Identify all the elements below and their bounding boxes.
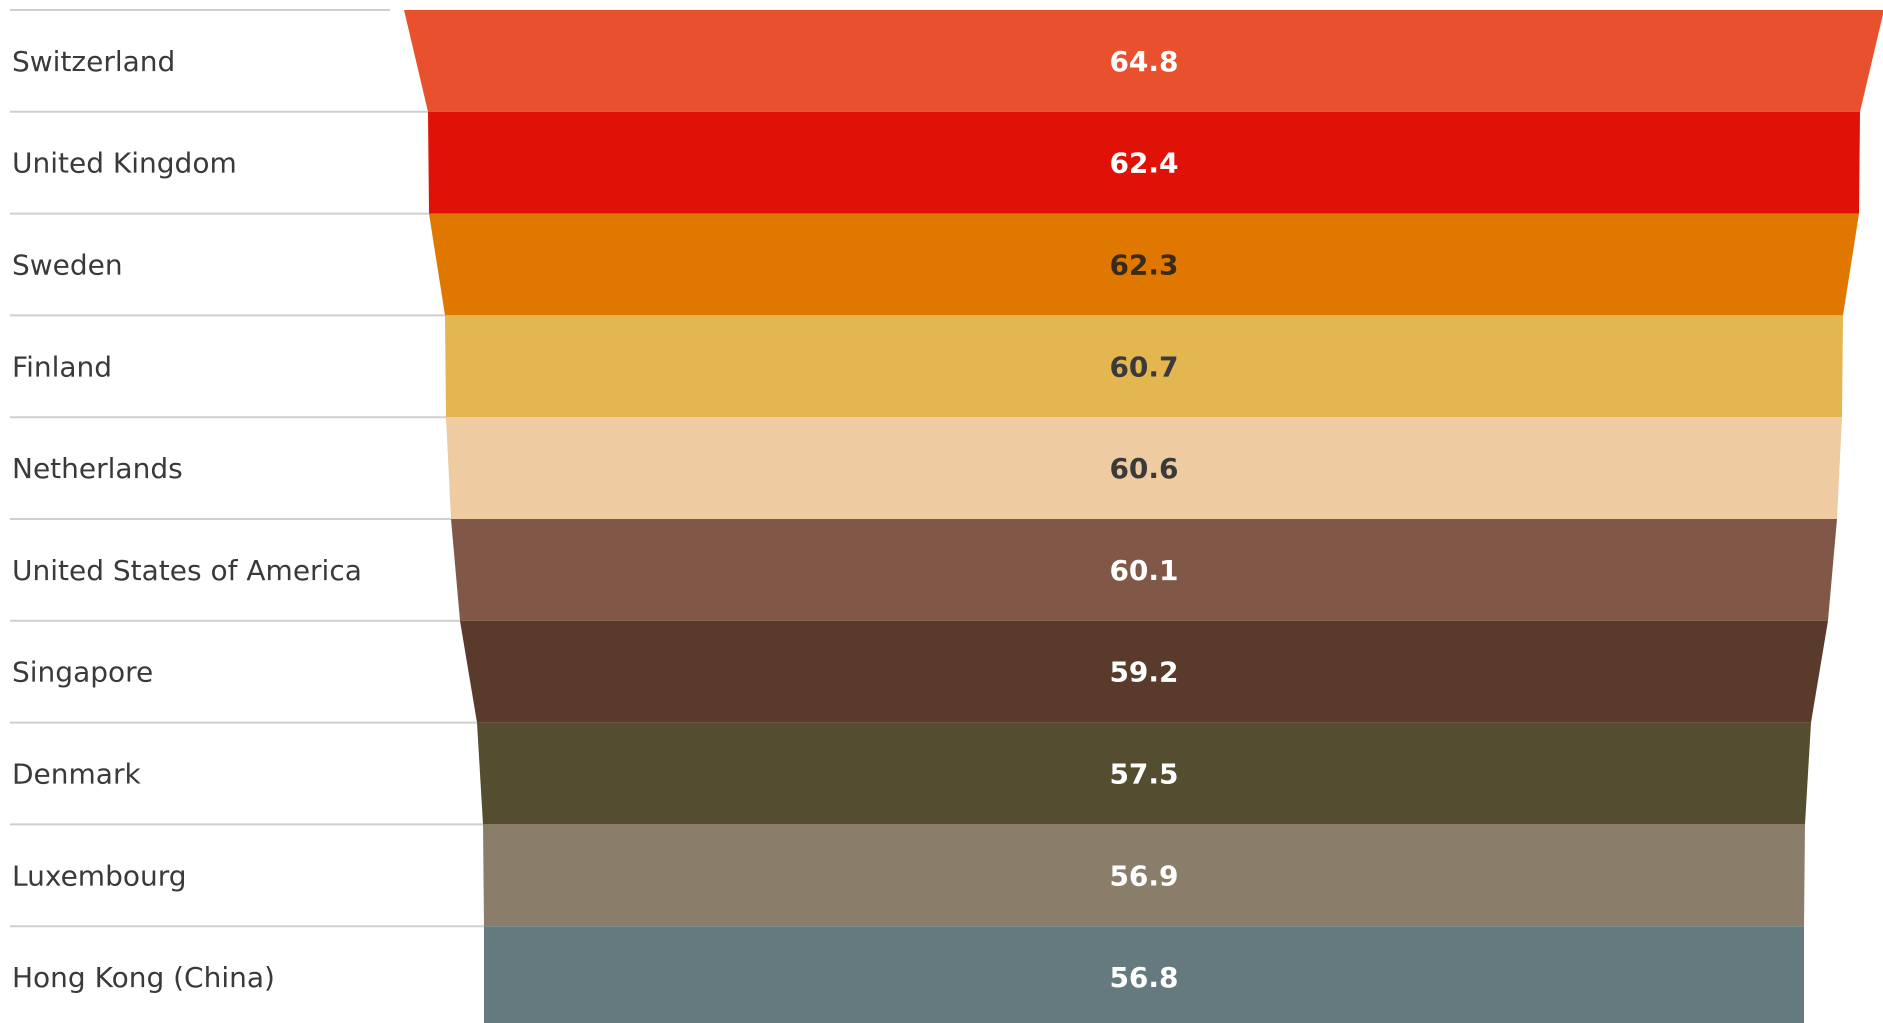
category-label: Switzerland xyxy=(12,45,175,78)
category-label: United Kingdom xyxy=(12,147,237,180)
value-label: 60.1 xyxy=(1109,554,1178,587)
value-label: 56.9 xyxy=(1109,859,1178,892)
funnel-segment xyxy=(460,620,1828,723)
funnel-segment xyxy=(484,926,1804,1023)
value-label: 62.4 xyxy=(1109,147,1178,180)
value-label: 57.5 xyxy=(1109,758,1178,791)
funnel-segment xyxy=(446,417,1842,519)
funnel-segment xyxy=(428,111,1860,214)
value-label: 62.3 xyxy=(1109,249,1178,282)
value-label: 56.8 xyxy=(1109,961,1178,994)
funnel-segment xyxy=(429,213,1859,316)
category-label: Denmark xyxy=(12,758,141,791)
funnel-segment xyxy=(477,722,1811,825)
funnel-segment xyxy=(483,824,1805,927)
value-label: 59.2 xyxy=(1109,656,1178,689)
category-label: Netherlands xyxy=(12,452,183,485)
value-label: 64.8 xyxy=(1109,45,1178,78)
category-label: Finland xyxy=(12,350,112,383)
funnel-segment xyxy=(451,519,1837,621)
value-label: 60.6 xyxy=(1109,452,1178,485)
category-label: Singapore xyxy=(12,656,153,689)
funnel-segment xyxy=(445,315,1843,418)
funnel-segment xyxy=(404,10,1883,112)
chart-rows: Switzerland 64.8 United Kingdom 62.4 Sweden 6… xyxy=(10,9,1883,1023)
category-label: Sweden xyxy=(12,249,123,282)
category-label: Hong Kong (China) xyxy=(12,961,275,994)
value-label: 60.7 xyxy=(1109,350,1178,383)
category-label: United States of America xyxy=(12,554,362,587)
category-label: Luxembourg xyxy=(12,859,187,892)
